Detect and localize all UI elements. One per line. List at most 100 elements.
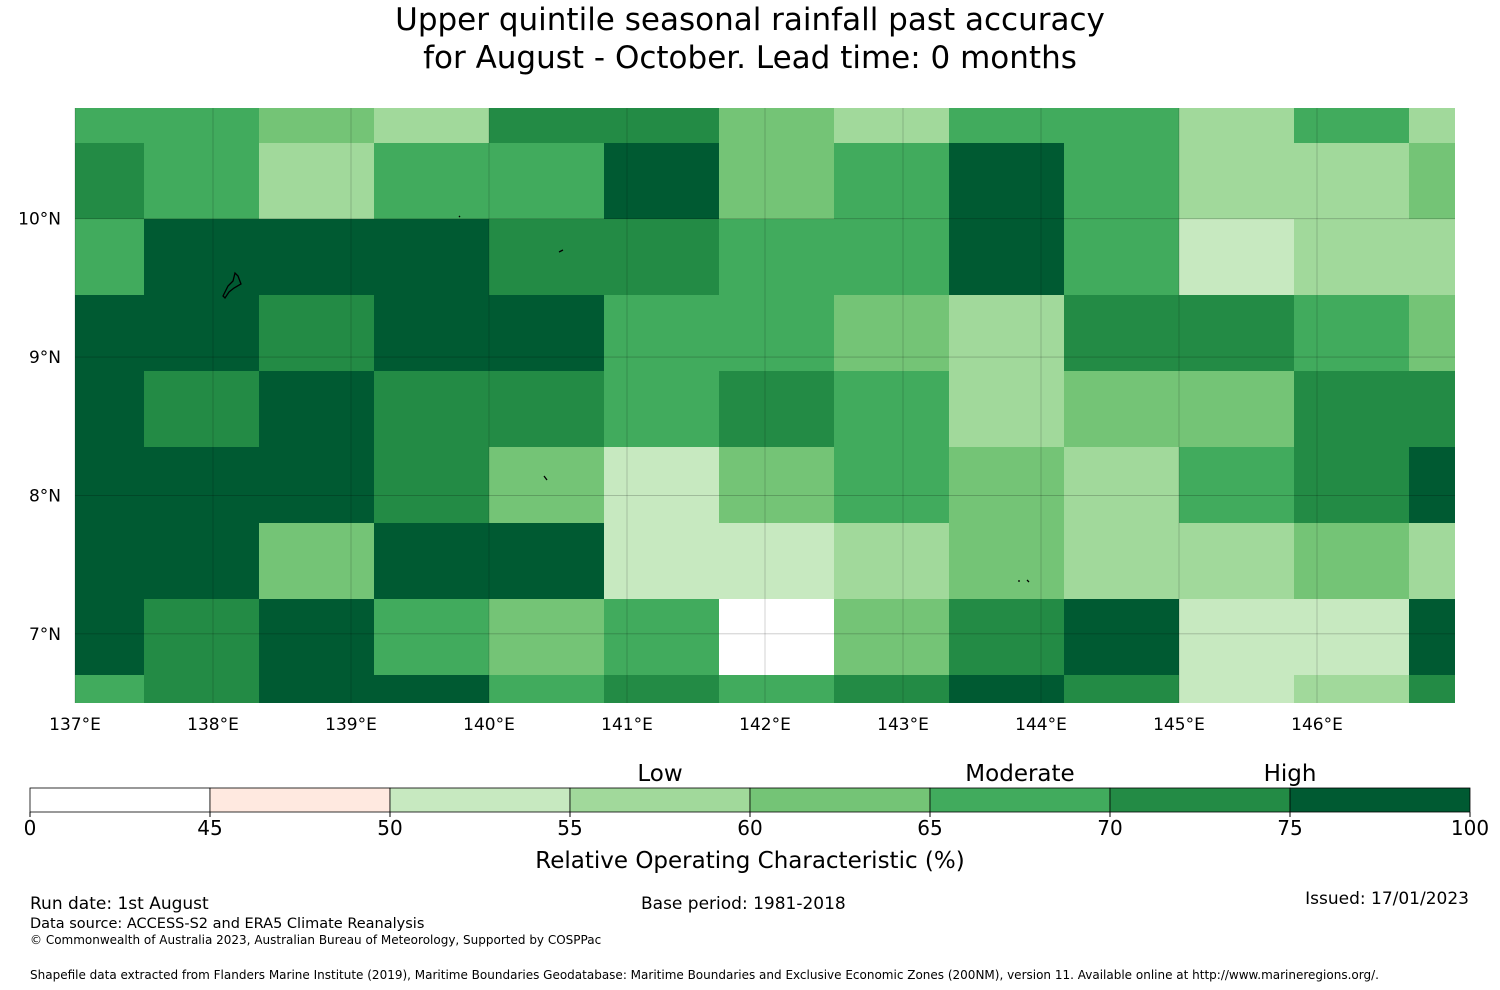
map-cell [259, 675, 374, 703]
map-cell [949, 675, 1064, 703]
map-cell [489, 599, 604, 675]
map-cell [604, 675, 719, 703]
map-cell [75, 447, 144, 523]
map-cell [75, 371, 144, 447]
map-cell [604, 371, 719, 447]
map-cell [259, 143, 374, 219]
map-cell [144, 447, 259, 523]
colorbar-swatch [1289, 787, 1471, 813]
map-cell [834, 599, 949, 675]
map-cell [144, 295, 259, 371]
map-cell [949, 108, 1064, 143]
map-gridlines [74, 108, 1455, 703]
map-cell [834, 143, 949, 219]
map-cell [719, 371, 834, 447]
map-cell [489, 108, 604, 143]
chart-title-line-1: Upper quintile seasonal rainfall past ac… [395, 2, 1105, 38]
map-cell [949, 447, 1064, 523]
map-cell [1179, 219, 1294, 295]
map-cell [75, 219, 144, 295]
colorbar-swatch [29, 787, 211, 813]
colorbar-tick-label: 65 [917, 816, 942, 840]
legend-categories: Low Moderate High [637, 761, 1316, 787]
longitude-label: 143°E [877, 715, 929, 735]
latitude-label: 7°N [29, 625, 61, 645]
map-cell [489, 675, 604, 703]
colorbar-ticks: 0 45 50 55 60 65 70 75 100 [24, 812, 1489, 840]
colorbar-swatch [209, 787, 391, 813]
map-cell [604, 295, 719, 371]
island-ifalik [1018, 579, 1030, 583]
map-cell [75, 599, 144, 675]
map-cell [834, 371, 949, 447]
map-cells [75, 108, 1455, 703]
map-cell [1409, 219, 1455, 295]
map-cell [374, 447, 489, 523]
map-cell [259, 219, 374, 295]
longitude-label: 146°E [1291, 715, 1343, 735]
map-cell [719, 108, 834, 143]
map-cell [75, 143, 144, 219]
map-cell [949, 599, 1064, 675]
map-cell [374, 295, 489, 371]
map-cell [489, 523, 604, 599]
map-cell [1409, 675, 1455, 703]
map-cell [1064, 219, 1179, 295]
longitude-label: 145°E [1153, 715, 1205, 735]
map-cell [719, 523, 834, 599]
copyright-notice: © Commonwealth of Australia 2023, Austra… [30, 933, 602, 947]
map-cell [1294, 295, 1409, 371]
map-cell [604, 108, 719, 143]
longitude-label: 144°E [1015, 715, 1067, 735]
accuracy-map: 137°E 138°E 139°E 140°E 141°E 142°E 143°E 144°E… [18, 108, 1455, 735]
map-cell [259, 295, 374, 371]
map-cell [719, 447, 834, 523]
longitude-label: 142°E [739, 715, 791, 735]
map-cell [1294, 143, 1409, 219]
map-cell [1294, 599, 1409, 675]
longitude-label: 141°E [601, 715, 653, 735]
map-cell [259, 447, 374, 523]
map-cell [374, 371, 489, 447]
map-cell [719, 295, 834, 371]
colorbar-tick-label: 70 [1097, 816, 1122, 840]
colorbar-tick-label: 100 [1451, 816, 1489, 840]
colorbar-tick-label: 0 [24, 816, 37, 840]
map-cell [1409, 371, 1455, 447]
map-cell [259, 108, 374, 143]
map-cell [374, 599, 489, 675]
axis-labels: 137°E 138°E 139°E 140°E 141°E 142°E 143°E 144°E… [18, 210, 1343, 735]
map-cell [144, 599, 259, 675]
map-cell [1179, 675, 1294, 703]
latitude-label: 10°N [18, 210, 61, 230]
colorbar-swatch [1109, 787, 1291, 813]
colorbar-swatch [569, 787, 751, 813]
map-cell [75, 675, 144, 703]
map-cell [75, 295, 144, 371]
longitude-label: 139°E [325, 715, 377, 735]
colorbar-swatch [929, 787, 1111, 813]
map-cell [604, 599, 719, 675]
map-cell [1064, 599, 1179, 675]
map-cell [834, 219, 949, 295]
longitude-label: 140°E [463, 715, 515, 735]
data-source: Data source: ACCESS-S2 and ERA5 Climate … [30, 916, 425, 932]
map-cell [1409, 523, 1455, 599]
map-cell [489, 371, 604, 447]
map-cell [949, 219, 1064, 295]
map-cell [144, 108, 259, 143]
map-cell [604, 219, 719, 295]
map-cell [1179, 143, 1294, 219]
colorbar [29, 787, 1471, 813]
map-cell [144, 143, 259, 219]
map-cell [834, 295, 949, 371]
map-cell [1064, 447, 1179, 523]
map-cell [719, 599, 834, 675]
colorbar-tick-label: 50 [377, 816, 402, 840]
map-cell [374, 143, 489, 219]
map-cell [834, 523, 949, 599]
map-cell [1294, 447, 1409, 523]
latitude-label: 9°N [29, 348, 61, 368]
map-cell [374, 108, 489, 143]
map-cell [719, 675, 834, 703]
